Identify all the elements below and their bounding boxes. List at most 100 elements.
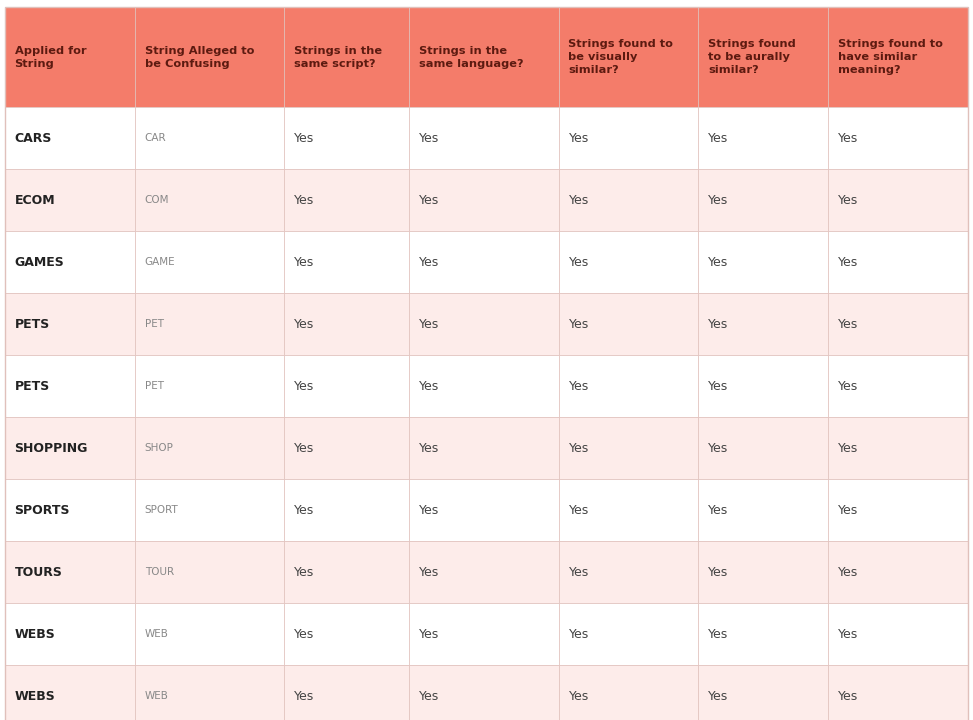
Text: Yes: Yes	[419, 504, 440, 517]
FancyBboxPatch shape	[135, 355, 284, 417]
FancyBboxPatch shape	[135, 7, 284, 107]
FancyBboxPatch shape	[828, 603, 968, 665]
FancyBboxPatch shape	[699, 107, 828, 169]
FancyBboxPatch shape	[410, 665, 559, 720]
Text: WEB: WEB	[145, 691, 168, 701]
FancyBboxPatch shape	[284, 169, 410, 231]
Text: Yes: Yes	[568, 256, 589, 269]
Text: Yes: Yes	[568, 628, 589, 641]
FancyBboxPatch shape	[5, 603, 135, 665]
Text: Yes: Yes	[838, 628, 858, 641]
Text: Strings found to
have similar
meaning?: Strings found to have similar meaning?	[838, 39, 943, 76]
FancyBboxPatch shape	[699, 417, 828, 480]
FancyBboxPatch shape	[410, 231, 559, 293]
FancyBboxPatch shape	[135, 169, 284, 231]
Text: CAR: CAR	[145, 133, 166, 143]
FancyBboxPatch shape	[5, 293, 135, 355]
Text: Yes: Yes	[838, 256, 858, 269]
FancyBboxPatch shape	[284, 665, 410, 720]
Text: Yes: Yes	[419, 132, 440, 145]
FancyBboxPatch shape	[284, 355, 410, 417]
Text: Yes: Yes	[294, 504, 314, 517]
Text: GAMES: GAMES	[15, 256, 64, 269]
FancyBboxPatch shape	[559, 603, 699, 665]
Text: Strings found
to be aurally
similar?: Strings found to be aurally similar?	[708, 39, 796, 76]
Text: Yes: Yes	[294, 379, 314, 392]
Text: Strings in the
same script?: Strings in the same script?	[294, 45, 382, 69]
Text: Yes: Yes	[294, 194, 314, 207]
FancyBboxPatch shape	[5, 417, 135, 480]
FancyBboxPatch shape	[284, 480, 410, 541]
FancyBboxPatch shape	[410, 7, 559, 107]
FancyBboxPatch shape	[828, 665, 968, 720]
Text: Yes: Yes	[294, 628, 314, 641]
Text: Yes: Yes	[419, 379, 440, 392]
FancyBboxPatch shape	[410, 603, 559, 665]
FancyBboxPatch shape	[410, 480, 559, 541]
Text: Yes: Yes	[294, 441, 314, 454]
FancyBboxPatch shape	[828, 480, 968, 541]
FancyBboxPatch shape	[5, 480, 135, 541]
Text: Yes: Yes	[838, 441, 858, 454]
FancyBboxPatch shape	[699, 355, 828, 417]
Text: Yes: Yes	[838, 504, 858, 517]
FancyBboxPatch shape	[284, 231, 410, 293]
Text: Yes: Yes	[838, 566, 858, 579]
Text: Yes: Yes	[294, 256, 314, 269]
Text: Yes: Yes	[419, 628, 440, 641]
FancyBboxPatch shape	[559, 417, 699, 480]
FancyBboxPatch shape	[5, 7, 135, 107]
Text: Yes: Yes	[568, 504, 589, 517]
Text: SPORTS: SPORTS	[15, 504, 70, 517]
FancyBboxPatch shape	[135, 603, 284, 665]
Text: Yes: Yes	[708, 194, 729, 207]
FancyBboxPatch shape	[410, 169, 559, 231]
FancyBboxPatch shape	[559, 293, 699, 355]
FancyBboxPatch shape	[135, 107, 284, 169]
Text: Yes: Yes	[708, 566, 729, 579]
Text: Yes: Yes	[838, 318, 858, 330]
FancyBboxPatch shape	[410, 293, 559, 355]
Text: Yes: Yes	[568, 566, 589, 579]
FancyBboxPatch shape	[699, 293, 828, 355]
FancyBboxPatch shape	[410, 355, 559, 417]
FancyBboxPatch shape	[828, 231, 968, 293]
FancyBboxPatch shape	[284, 417, 410, 480]
FancyBboxPatch shape	[699, 231, 828, 293]
Text: Yes: Yes	[294, 566, 314, 579]
FancyBboxPatch shape	[559, 480, 699, 541]
FancyBboxPatch shape	[410, 541, 559, 603]
Text: Yes: Yes	[294, 318, 314, 330]
FancyBboxPatch shape	[559, 7, 699, 107]
FancyBboxPatch shape	[284, 293, 410, 355]
FancyBboxPatch shape	[699, 7, 828, 107]
Text: Yes: Yes	[419, 566, 440, 579]
FancyBboxPatch shape	[559, 231, 699, 293]
Text: Yes: Yes	[568, 194, 589, 207]
FancyBboxPatch shape	[699, 480, 828, 541]
Text: Yes: Yes	[708, 318, 729, 330]
Text: Yes: Yes	[708, 441, 729, 454]
Text: COM: COM	[145, 195, 169, 205]
Text: String Alleged to
be Confusing: String Alleged to be Confusing	[145, 45, 254, 69]
FancyBboxPatch shape	[135, 665, 284, 720]
Text: WEBS: WEBS	[15, 690, 55, 703]
FancyBboxPatch shape	[559, 541, 699, 603]
Text: Yes: Yes	[568, 132, 589, 145]
FancyBboxPatch shape	[828, 417, 968, 480]
Text: Applied for
String: Applied for String	[15, 45, 87, 69]
FancyBboxPatch shape	[410, 107, 559, 169]
Text: PET: PET	[145, 319, 163, 329]
FancyBboxPatch shape	[135, 231, 284, 293]
FancyBboxPatch shape	[699, 169, 828, 231]
FancyBboxPatch shape	[828, 541, 968, 603]
Text: WEB: WEB	[145, 629, 168, 639]
FancyBboxPatch shape	[699, 603, 828, 665]
Text: PET: PET	[145, 381, 163, 391]
FancyBboxPatch shape	[135, 480, 284, 541]
FancyBboxPatch shape	[828, 7, 968, 107]
FancyBboxPatch shape	[5, 169, 135, 231]
Text: Yes: Yes	[838, 194, 858, 207]
FancyBboxPatch shape	[828, 355, 968, 417]
Text: Yes: Yes	[568, 318, 589, 330]
